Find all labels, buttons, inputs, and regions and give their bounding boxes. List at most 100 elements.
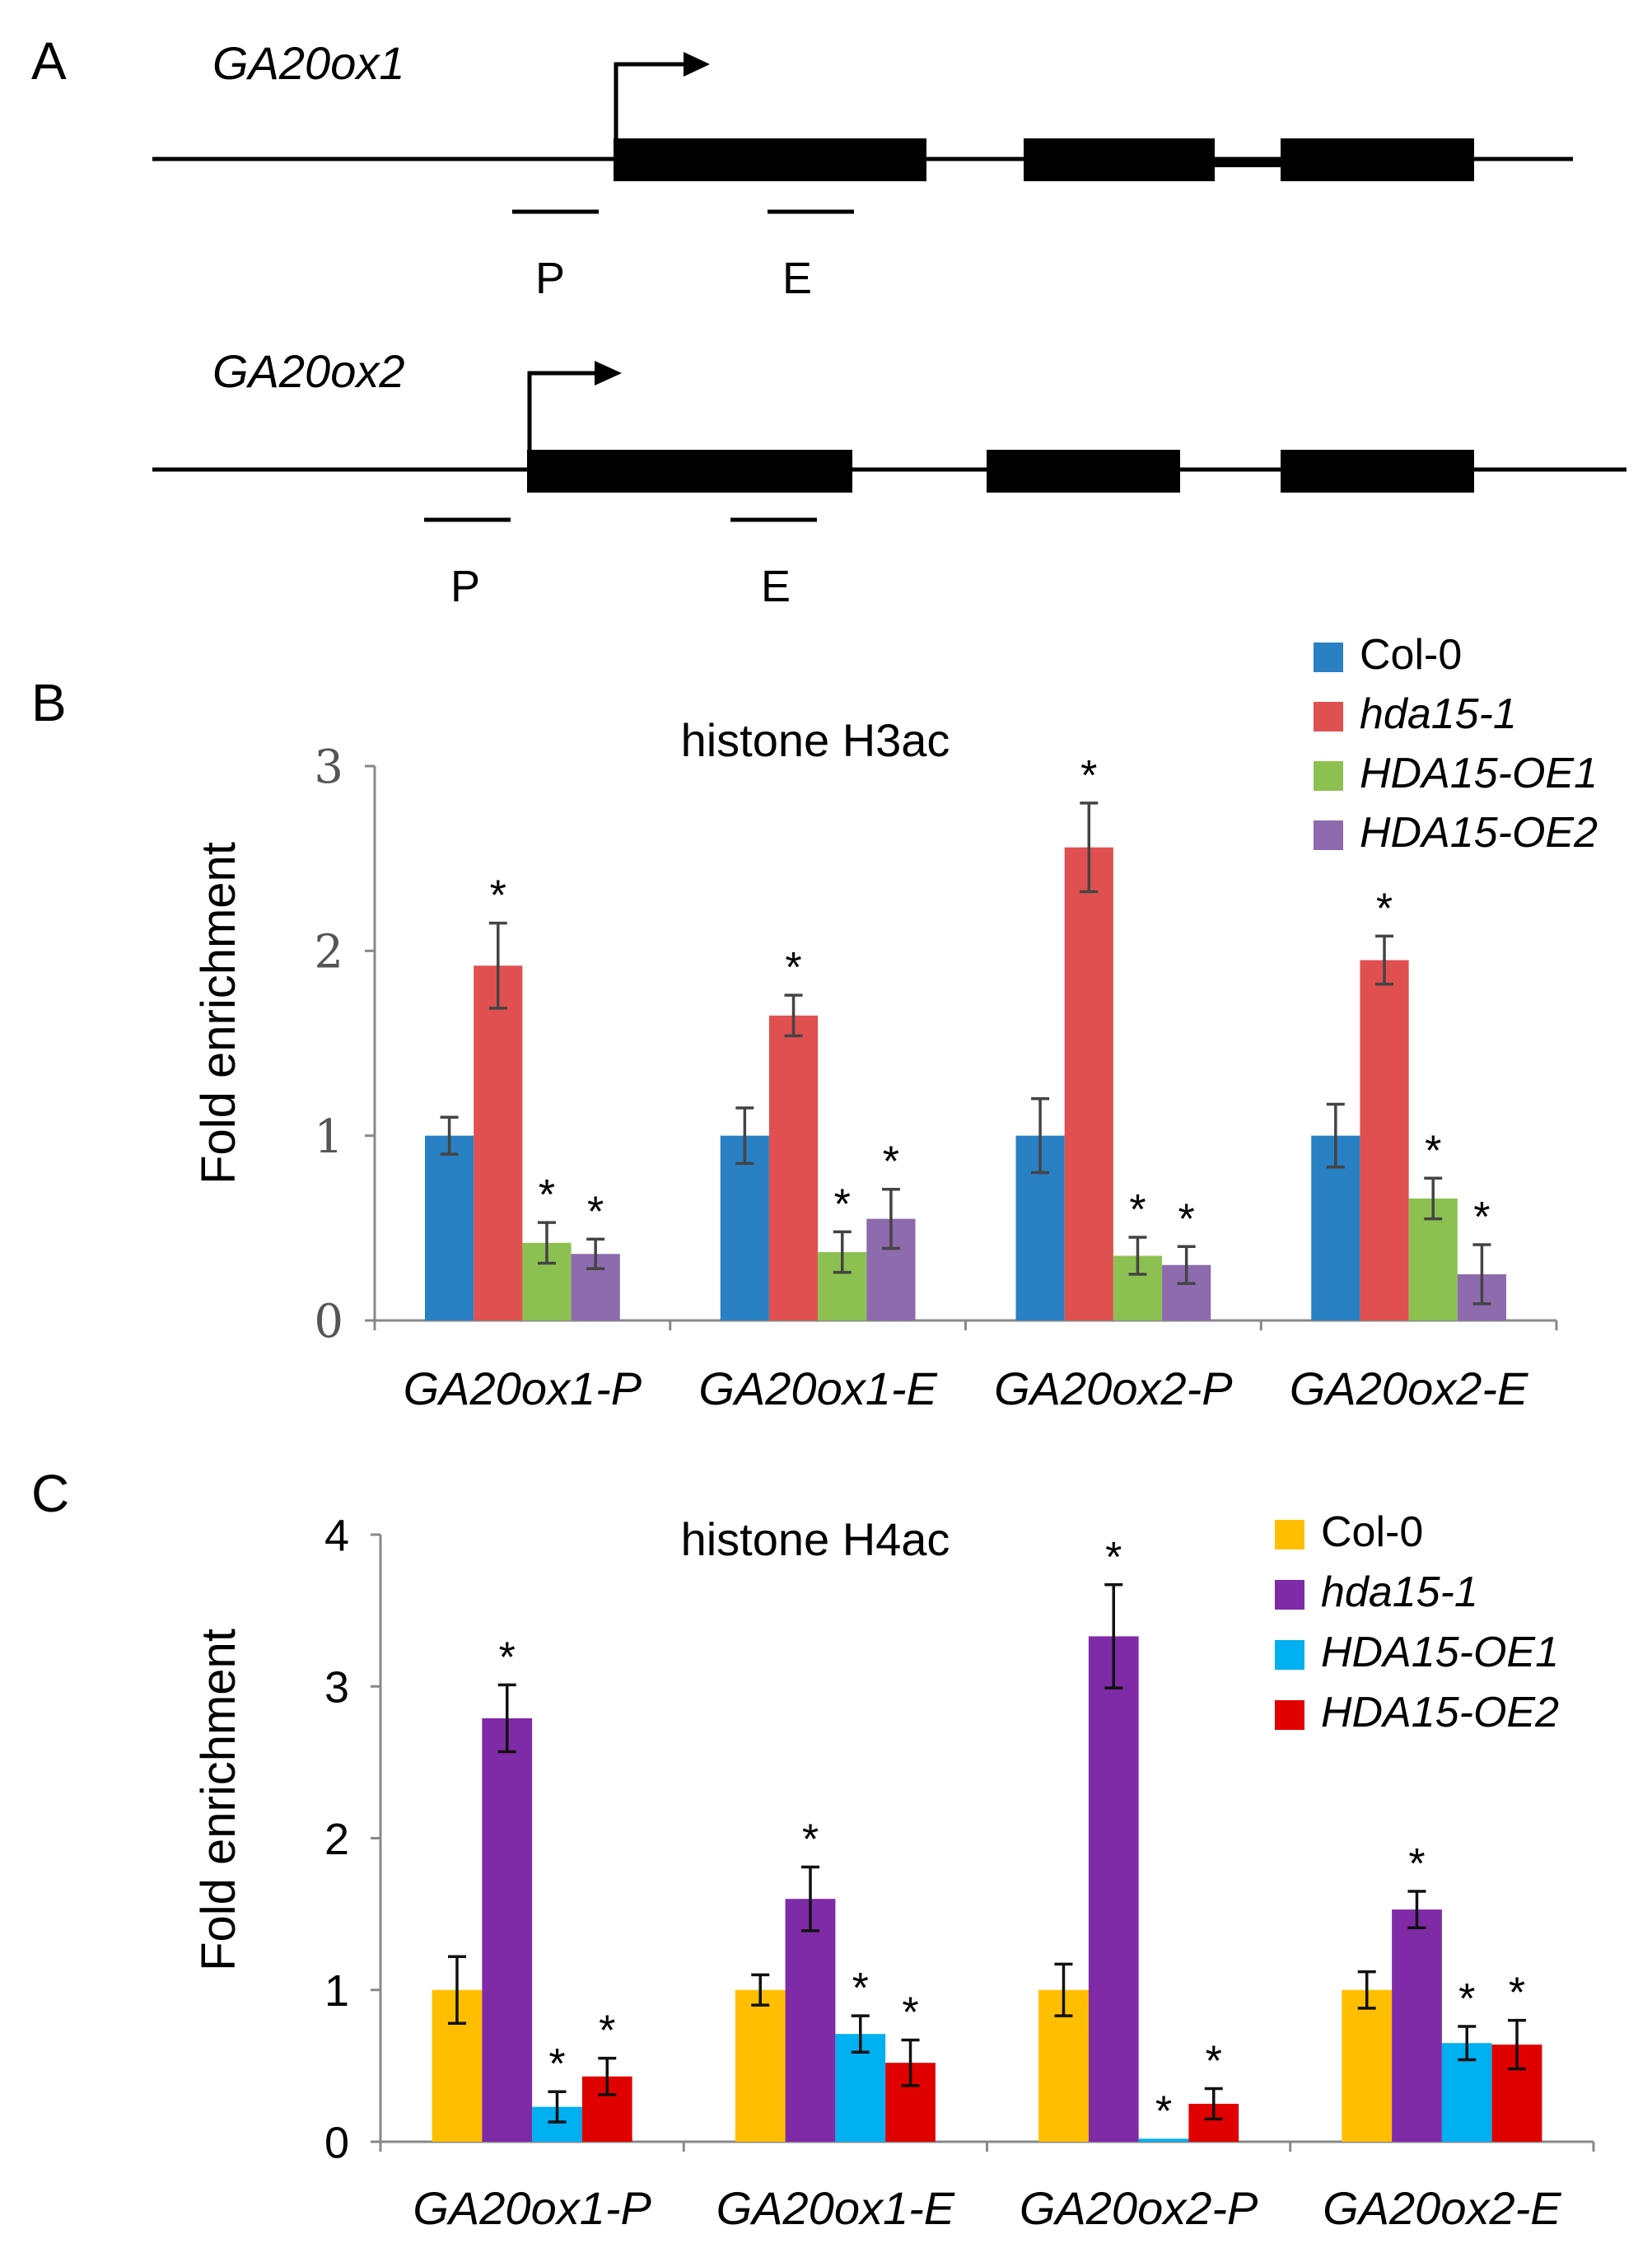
legend-swatch: [1314, 761, 1343, 791]
bars: * * * * * * * * * * * *: [432, 1534, 1542, 2142]
panel-label-c: C: [31, 1464, 69, 1523]
significance-marker: *: [852, 1965, 869, 2012]
exon-2: [1024, 138, 1215, 181]
category-label: GA20ox1-P: [413, 2182, 651, 2234]
exon-3: [1281, 138, 1474, 181]
significance-marker: *: [1473, 1194, 1490, 1241]
category-label: GA20ox2-E: [1323, 2182, 1561, 2234]
legend-entry-col-0: Col-0: [1321, 1508, 1423, 1556]
y-tick-label: 1: [314, 1110, 343, 1164]
significance-marker: *: [587, 1188, 604, 1236]
bar-hda15-1-ga20ox1-p: [474, 965, 523, 1320]
category-label: GA20ox1-P: [404, 1362, 642, 1414]
bar-hda15-1-ga20ox2-p: [1088, 1636, 1139, 2142]
significance-marker: *: [599, 2007, 615, 2055]
legend-swatch: [1314, 702, 1343, 731]
amplicon-label-p: P: [450, 562, 480, 611]
legend-entry-hda15-1: hda15-1: [1360, 690, 1517, 738]
bar-col-0-ga20ox1-e: [735, 1989, 786, 2142]
bar-hda15-1-ga20ox2-p: [1064, 847, 1113, 1320]
y-axis-label: Fold enrichment: [192, 842, 245, 1185]
significance-marker: *: [1509, 1970, 1525, 2017]
chart-title: histone H3ac: [681, 714, 950, 766]
panel-label-a: A: [31, 31, 67, 91]
amplicon-label-e: E: [782, 254, 812, 303]
legend-entry-hda15-oe1: HDA15-OE1: [1321, 1629, 1559, 1676]
legend-swatch: [1275, 1700, 1304, 1730]
category-label: GA20ox1-E: [698, 1362, 937, 1414]
significance-marker: *: [802, 1816, 819, 1864]
legend-swatch: [1314, 643, 1343, 672]
y-axis-ticks: 0 1 2 3 4: [324, 1511, 349, 2167]
y-tick-label: 2: [314, 925, 343, 979]
category-labels: GA20ox1-P GA20ox1-E GA20ox2-P GA20ox2-E: [404, 1362, 1528, 1414]
exon-2: [987, 450, 1180, 493]
significance-marker: *: [1105, 1534, 1122, 1582]
legend-entry-hda15-oe2: HDA15-OE2: [1321, 1689, 1559, 1736]
chart-title: histone H4ac: [681, 1513, 950, 1565]
exon-3: [1281, 450, 1474, 493]
significance-marker: *: [883, 1138, 899, 1186]
legend-entry-hda15-oe1: HDA15-OE1: [1360, 750, 1598, 797]
legend: Col-0 hda15-1 HDA15-OE1 HDA15-OE2: [1314, 631, 1598, 857]
legend-entry-col-0: Col-0: [1360, 631, 1462, 679]
bar-col-0-ga20ox1-p: [424, 1135, 474, 1320]
category-label: GA20ox1-E: [716, 2182, 955, 2234]
category-label: GA20ox2-P: [1020, 2182, 1258, 2234]
bar-hda15-1-ga20ox2-e: [1360, 960, 1409, 1320]
panel-label-b: B: [31, 673, 67, 732]
exon-1: [614, 138, 926, 181]
significance-marker: *: [834, 1180, 851, 1228]
significance-marker: *: [1458, 1975, 1475, 2023]
significance-marker: *: [548, 2040, 565, 2088]
legend-swatch: [1314, 820, 1343, 850]
y-tick-label: 1: [324, 1966, 349, 2016]
legend-entry-hda15-oe2: HDA15-OE2: [1360, 809, 1598, 857]
significance-marker: *: [902, 1989, 918, 2037]
bars: * * * * * * * * * * * *: [424, 752, 1507, 1320]
bar-col-0-ga20ox1-e: [720, 1135, 769, 1320]
category-label: GA20ox2-P: [994, 1362, 1233, 1414]
y-axis-ticks: 0 1 2 3: [314, 741, 343, 1348]
significance-marker: *: [490, 872, 506, 920]
significance-marker: *: [539, 1171, 555, 1219]
significance-marker: *: [785, 944, 801, 992]
category-labels: GA20ox1-P GA20ox1-E GA20ox2-P GA20ox2-E: [413, 2182, 1561, 2234]
arrow-head-icon: [684, 52, 710, 77]
significance-marker: *: [1425, 1127, 1441, 1175]
category-label: GA20ox2-E: [1290, 1362, 1528, 1414]
legend-swatch: [1275, 1520, 1304, 1549]
legend-swatch: [1275, 1580, 1304, 1610]
y-tick-label: 3: [314, 741, 343, 794]
gene-name-ga20ox2: GA20ox2: [212, 345, 405, 397]
y-axis-label: Fold enrichment: [192, 1629, 245, 1971]
significance-marker: *: [1155, 2087, 1172, 2135]
significance-marker: *: [1178, 1195, 1195, 1243]
exon-1: [527, 450, 852, 493]
y-tick-label: 3: [324, 1663, 349, 1713]
bar-hda15-oe1-ga20ox2-p: [1138, 2138, 1189, 2142]
y-tick-label: 0: [314, 1295, 343, 1348]
significance-marker: *: [1376, 885, 1393, 932]
gene-diagram-ga20ox2: GA20ox2 P E: [152, 345, 1626, 611]
y-tick-label: 2: [324, 1815, 349, 1864]
y-tick-label: 0: [324, 2118, 349, 2167]
significance-marker: *: [1408, 1840, 1425, 1888]
legend-entry-hda15-1: hda15-1: [1321, 1568, 1478, 1616]
amplicon-label-e: E: [761, 562, 791, 611]
gene-structure-panel: A GA20ox1 P E GA20ox2 P: [31, 31, 1626, 611]
significance-marker: *: [1080, 752, 1097, 800]
arrow-head-icon: [595, 361, 622, 386]
tss-arrow: [527, 371, 597, 450]
bar-col-0-ga20ox2-e: [1342, 1989, 1393, 2142]
significance-marker: *: [1206, 2038, 1222, 2086]
bar-hda15-1-ga20ox1-e: [785, 1899, 836, 2142]
gene-name-ga20ox1: GA20ox1: [212, 37, 405, 89]
gene-diagram-ga20ox1: GA20ox1 P E: [152, 37, 1573, 303]
significance-marker: *: [1129, 1186, 1146, 1234]
bar-hda15-1-ga20ox1-e: [768, 1015, 819, 1320]
